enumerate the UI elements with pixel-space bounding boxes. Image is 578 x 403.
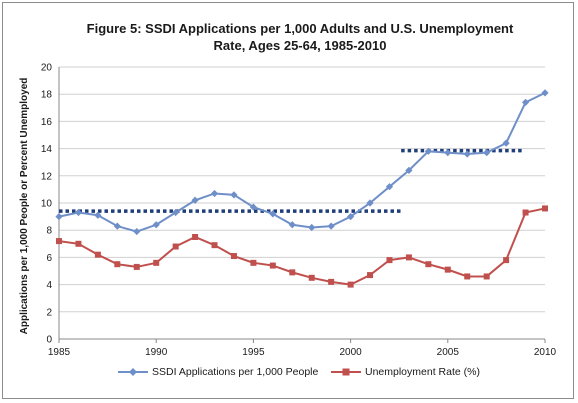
x-tick-label-1995: 1995 [242, 347, 265, 358]
series-2-point-1995 [250, 259, 257, 266]
axes [58, 67, 546, 343]
y-tick-label-12: 12 [41, 171, 53, 182]
series-2-point-2009 [522, 209, 529, 216]
series-2-point-1994 [230, 253, 237, 260]
series-1-point-2009 [521, 98, 530, 106]
x-tick-label-1985: 1985 [48, 347, 71, 358]
series-2-line [58, 207, 546, 286]
series-2-point-1985 [56, 238, 62, 245]
chart-frame [2, 2, 574, 399]
series-2-point-2000 [347, 281, 354, 288]
y-tick-label-8: 8 [46, 226, 52, 237]
chart-title: Figure 5: SSDI Applications per 1,000 Ad… [60, 20, 540, 54]
series-1-point-2003 [405, 166, 413, 174]
series-2-point-1996 [269, 262, 276, 269]
series-1-point-1986 [74, 208, 83, 217]
series-1-point-1987 [94, 211, 102, 219]
series-2-point-2004 [425, 261, 432, 268]
series-1-point-1995 [249, 203, 257, 211]
series-1-point-1997 [288, 221, 296, 229]
series-2-point-1991 [172, 243, 179, 250]
series-2-point-1993 [211, 242, 218, 249]
series-2-point-2010 [542, 205, 548, 212]
x-tick-label-2005: 2005 [437, 347, 460, 358]
series-1-point-2008 [502, 139, 510, 147]
series-2-point-1989 [133, 263, 140, 270]
y-tick-label-10: 10 [41, 199, 53, 210]
series-1-point-1993 [210, 189, 219, 198]
reference-lines [59, 148, 524, 213]
series-2-point-2002 [386, 257, 393, 264]
series-1-point-2001 [366, 199, 374, 207]
series-2-point-1997 [289, 269, 296, 276]
x-tick-label-1990: 1990 [145, 347, 168, 358]
y-tick-label-2: 2 [46, 307, 52, 318]
y-tick-label-20: 20 [41, 63, 53, 74]
series-1-point-1996 [269, 210, 277, 218]
x-tick-label-2000: 2000 [339, 347, 362, 358]
series-2-point-2006 [464, 273, 471, 280]
x-axis-tick-labels: 1985 1990 1995 2000 2005 2010 [48, 347, 557, 358]
y-tick-label-14: 14 [41, 144, 53, 155]
chart-title-line-1: Figure 5: SSDI Applications per 1,000 Ad… [86, 21, 514, 36]
legend-label-unemployment: Unemployment Rate (%) [365, 366, 480, 378]
legend-swatch-ssdi [118, 368, 148, 376]
series-2-point-1986 [75, 240, 82, 247]
x-tick-label-2010: 2010 [534, 347, 557, 358]
series-1-point-1985 [55, 213, 63, 221]
series-1-point-1988 [113, 222, 121, 230]
series-2-point-1987 [94, 251, 101, 258]
series-2-point-1988 [114, 261, 121, 268]
legend-label-ssdi: SSDI Applications per 1,000 People [152, 366, 319, 378]
series-2-point-1998 [308, 274, 315, 281]
series-1-point-2006 [463, 150, 471, 158]
series-1-point-1998 [308, 223, 316, 232]
y-tick-label-18: 18 [41, 90, 53, 101]
series-1-point-2007 [483, 149, 491, 157]
series-2-point-1999 [328, 278, 335, 285]
series-1-point-1991 [172, 208, 180, 217]
series-2-point-2001 [367, 272, 374, 279]
series-1-point-2010 [541, 89, 549, 97]
legend: SSDI Applications per 1,000 People Unemp… [0, 366, 578, 382]
series-1-point-1992 [191, 196, 199, 204]
series-2-point-1990 [153, 259, 160, 266]
legend-item-unemployment: Unemployment Rate (%) [331, 366, 480, 378]
series-2-point-1992 [192, 234, 199, 240]
series-2-point-2007 [483, 273, 490, 280]
legend-item-ssdi: SSDI Applications per 1,000 People [118, 366, 318, 378]
y-axis-label: Applications per 1,000 People or Percent… [19, 78, 30, 335]
chart-title-line-2: Rate, Ages 25-64, 1985-2010 [213, 38, 387, 53]
y-tick-label-4: 4 [46, 280, 52, 291]
series-1-point-2000 [347, 213, 355, 221]
y-tick-label-6: 6 [46, 253, 52, 264]
series-lines [55, 89, 549, 288]
series-1-point-2004 [424, 147, 432, 155]
series-2-point-2008 [503, 257, 510, 264]
series-2-point-2005 [444, 266, 451, 273]
series-1-point-1999 [327, 222, 335, 230]
series-1-point-1994 [230, 191, 238, 199]
y-axis-tick-labels: 0 2 4 6 8 10 12 14 16 18 20 [41, 63, 53, 346]
series-1-point-2002 [385, 183, 394, 191]
series-1-point-1990 [152, 221, 160, 229]
legend-swatch-unemployment [331, 368, 361, 376]
series-1-point-2005 [444, 149, 452, 157]
y-tick-label-0: 0 [46, 335, 52, 346]
series-1-point-1989 [133, 227, 141, 236]
series-2-point-2003 [405, 254, 412, 261]
gridlines [59, 66, 545, 340]
y-tick-label-16: 16 [41, 117, 53, 128]
